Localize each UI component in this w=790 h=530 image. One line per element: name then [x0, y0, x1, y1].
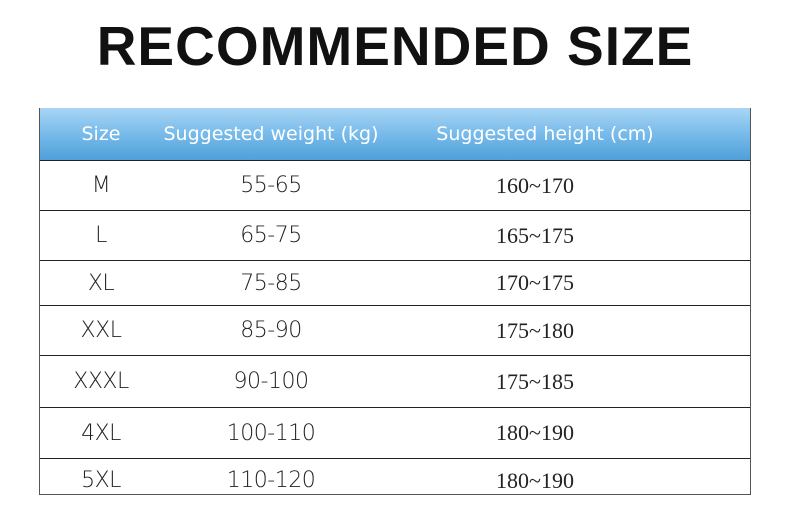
table-row: 5XL 110-120 180~190 — [40, 458, 750, 502]
cell-weight: 65-75 — [240, 223, 302, 248]
cell-weight: 85-90 — [240, 318, 302, 343]
table-row: XL 75-85 170~175 — [40, 260, 750, 305]
table-row: L 65-75 165~175 — [40, 210, 750, 260]
cell-size: L — [95, 223, 107, 248]
table-header: Size Suggested weight (kg) Suggested hei… — [40, 108, 750, 160]
cell-height: 170~175 — [496, 270, 574, 295]
table-row: M 55-65 160~170 — [40, 160, 750, 210]
table-row: 4XL 100-110 180~190 — [40, 407, 750, 458]
cell-height: 175~180 — [496, 317, 574, 343]
cell-weight: 55-65 — [240, 173, 302, 198]
cell-height: 180~190 — [496, 420, 574, 445]
cell-height: 160~170 — [496, 172, 574, 198]
cell-weight: 90-100 — [233, 369, 309, 394]
cell-size: M — [91, 173, 111, 198]
header-height: Suggested height (cm) — [436, 123, 654, 145]
cell-size: XXXL — [73, 369, 129, 394]
header-size: Size — [81, 123, 121, 145]
cell-size: XXL — [80, 318, 122, 343]
page-title: RECOMMENDED SIZE — [96, 15, 694, 77]
cell-weight: 100-110 — [226, 420, 316, 446]
table-row: XXL 85-90 175~180 — [40, 305, 750, 355]
cell-height: 180~190 — [496, 467, 574, 493]
cell-height: 175~185 — [496, 368, 574, 394]
cell-size: XL — [87, 270, 115, 296]
header-weight: Suggested weight (kg) — [163, 123, 379, 145]
cell-weight: 75-85 — [240, 270, 302, 296]
cell-weight: 110-120 — [226, 468, 316, 493]
table-row: XXXL 90-100 175~185 — [40, 355, 750, 407]
cell-size: 4XL — [81, 420, 121, 446]
size-table: Size Suggested weight (kg) Suggested hei… — [39, 108, 751, 495]
cell-height: 165~175 — [496, 222, 574, 248]
cell-size: 5XL — [81, 468, 121, 493]
